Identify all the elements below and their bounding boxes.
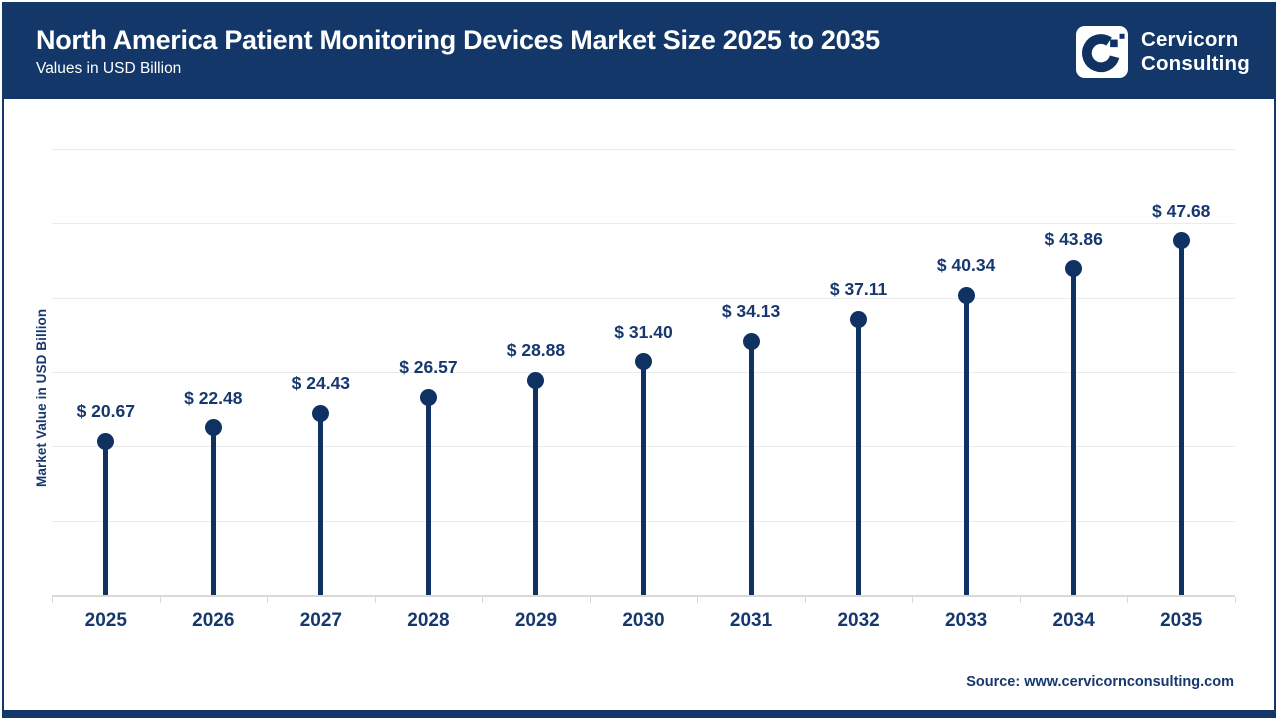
lollipop-stem [103,441,109,595]
lollipop-dot [312,404,330,422]
source-text: Source: www.cervicornconsulting.com [966,674,1234,690]
header-banner: North America Patient Monitoring Devices… [4,4,1274,99]
page-subtitle: Values in USD Billion [36,60,182,77]
x-axis-tick [374,597,376,603]
point-value-label: $ 43.86 [1044,228,1103,249]
point-value-label: $ 31.40 [614,321,673,342]
x-tick-label: 2025 [84,610,127,631]
x-axis-tick [1235,597,1236,603]
x-tick-label: 2029 [514,610,558,631]
x-axis-tick [1019,597,1021,603]
point-value-label: $ 34.13 [721,301,781,322]
point-value-label: $ 24.43 [291,373,351,394]
lollipop-stem [533,380,539,595]
lollipop-dot [1065,260,1083,278]
logo-text-line2: Consulting [1140,51,1250,75]
lollipop-stem [641,361,646,595]
lollipop-dot [527,371,545,389]
x-axis-tick [267,597,269,603]
x-tick-label: 2028 [407,610,450,631]
lollipop-dot [97,432,115,450]
x-axis-line [52,595,1235,597]
x-tick-label: 2026 [192,610,235,631]
x-axis-tick [804,597,806,603]
x-axis-tick [482,597,484,603]
lollipop-dot [1172,232,1190,250]
point-value-label: $ 40.34 [936,255,996,276]
lollipop-dot [742,332,760,350]
lollipop-stem [963,295,969,595]
x-tick-label: 2033 [944,610,988,631]
x-tick-label: 2035 [1160,610,1203,631]
lollipop-stem [748,341,754,595]
plot-area: $ 20.67 2025 $ 22.48 2026 $ 24.43 2027 $ 26.57… [4,99,1274,710]
lollipop-stem [1178,240,1184,595]
lollipop-stem [425,397,431,595]
lollipop-dot [419,388,437,406]
x-axis-tick [159,597,161,603]
x-tick-label: 2032 [837,610,880,631]
lollipop-dot [850,310,868,328]
x-axis-tick [912,597,914,603]
x-axis-tick [1127,597,1129,603]
lollipop-stem [210,427,216,595]
point-value-label: $ 22.48 [184,387,243,408]
x-axis-tick [589,597,591,603]
grid-line [52,149,1235,150]
lollipop-stem [856,319,862,595]
page-title: North America Patient Monitoring Devices… [36,25,880,55]
x-tick-label: 2034 [1052,610,1095,631]
lollipop-dot [957,286,975,304]
point-value-label: $ 20.67 [76,401,135,422]
grid-line [52,297,1235,299]
lollipop-stem [1071,268,1077,595]
x-tick-label: 2027 [299,610,342,631]
lollipop-stem [318,413,324,595]
point-value-label: $ 28.88 [506,340,566,361]
x-tick-label: 2031 [729,610,773,631]
x-tick-label: 2030 [622,610,665,631]
logo-text: Cervicorn Consulting [1141,28,1250,76]
header-text: North America Patient Monitoring Devices… [36,25,880,78]
lollipop-dot [635,353,652,371]
logo-text-line1: Cervicorn [1140,27,1239,51]
point-value-label: $ 26.57 [399,357,458,378]
x-axis-tick [697,597,699,603]
point-value-label: $ 47.68 [1152,200,1211,221]
logo-icon [1075,25,1128,78]
grid-line [52,223,1235,225]
x-axis-tick [52,597,53,603]
lollipop-dot [204,419,222,437]
brand-logo: Cervicorn Consulting [1075,25,1250,78]
point-value-label: $ 37.11 [829,279,888,300]
